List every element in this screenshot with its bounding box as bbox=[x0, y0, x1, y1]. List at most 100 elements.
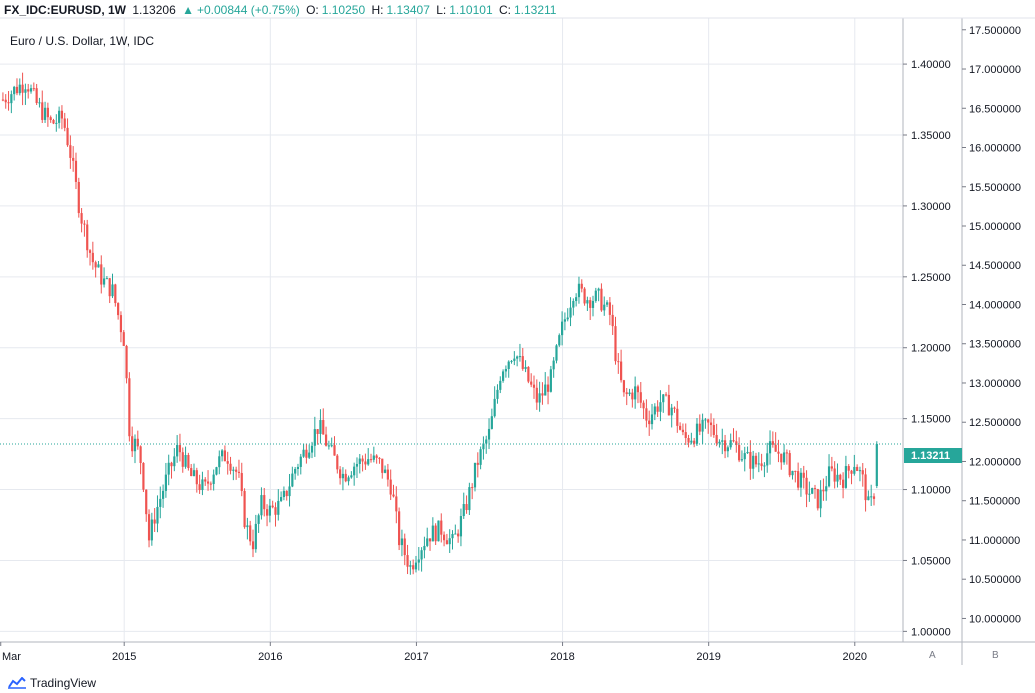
candle bbox=[288, 473, 291, 507]
candle bbox=[13, 85, 16, 101]
candle-body bbox=[417, 559, 420, 563]
candle-body bbox=[538, 393, 541, 403]
candle bbox=[830, 456, 833, 472]
low-label: L: bbox=[436, 3, 447, 17]
left-price-axis[interactable]: 1.00000 1.05000 1.10000 1.15000 1.20000 1.250… bbox=[903, 59, 951, 638]
candle bbox=[530, 373, 533, 388]
candle-body bbox=[74, 160, 78, 182]
candle bbox=[844, 455, 848, 489]
candle bbox=[41, 90, 44, 123]
candle bbox=[69, 135, 72, 169]
candle-body bbox=[251, 541, 255, 550]
candle-body bbox=[133, 438, 137, 452]
candle-body bbox=[634, 386, 637, 400]
candle bbox=[381, 458, 384, 479]
candle bbox=[718, 439, 721, 448]
candle bbox=[43, 101, 47, 123]
candle bbox=[330, 437, 333, 448]
candle bbox=[341, 467, 345, 491]
candle-body bbox=[752, 455, 755, 469]
candle bbox=[15, 78, 19, 96]
candle-body bbox=[369, 459, 373, 461]
candle bbox=[726, 445, 729, 458]
candle bbox=[395, 486, 398, 524]
candle bbox=[209, 481, 212, 491]
candle bbox=[501, 369, 505, 383]
candle-body bbox=[558, 335, 561, 346]
candle-body bbox=[403, 538, 406, 556]
candle bbox=[7, 91, 10, 111]
candle bbox=[549, 365, 552, 393]
candle-body bbox=[423, 545, 426, 551]
candle-body bbox=[383, 469, 387, 473]
candle bbox=[580, 279, 583, 293]
candle-body bbox=[327, 445, 330, 447]
candle-body bbox=[774, 444, 777, 452]
candle bbox=[117, 302, 120, 320]
symbol-name[interactable]: FX_IDC:EURUSD, 1W bbox=[4, 3, 127, 17]
candle bbox=[372, 446, 375, 463]
candle-body bbox=[580, 283, 583, 289]
candle-body bbox=[856, 466, 859, 471]
candle-body bbox=[468, 487, 471, 511]
candle-body bbox=[777, 451, 780, 454]
candle bbox=[825, 475, 828, 501]
candle bbox=[777, 439, 780, 463]
candle-body bbox=[875, 444, 878, 486]
candle bbox=[108, 277, 111, 304]
candle bbox=[516, 355, 519, 367]
time-axis[interactable]: Mar 2015 2016 2017 2018 2019 2020 bbox=[0, 642, 867, 663]
candle-body bbox=[459, 516, 463, 537]
candle-body bbox=[355, 463, 359, 467]
candle-body bbox=[698, 423, 701, 432]
right-tick-label: 15.500000 bbox=[969, 182, 1021, 194]
candle-body bbox=[535, 387, 538, 403]
candle-body bbox=[170, 462, 173, 467]
candle bbox=[4, 94, 7, 109]
scale-button-b-label[interactable]: B bbox=[992, 650, 999, 661]
candle-body bbox=[237, 471, 241, 474]
candle bbox=[524, 360, 527, 373]
last-price-label: 1.13211 bbox=[904, 448, 962, 463]
candle bbox=[648, 410, 651, 436]
candle-body bbox=[723, 440, 727, 452]
candle bbox=[431, 517, 434, 542]
candle-body bbox=[732, 440, 735, 442]
close-label: C: bbox=[498, 3, 511, 17]
right-price-axis[interactable]: 10.000000 10.500000 11.000000 11.500000 12.0… bbox=[962, 25, 1021, 626]
candle bbox=[420, 547, 423, 572]
brand-name: TradingView bbox=[30, 676, 97, 690]
candle bbox=[367, 448, 370, 466]
candle-body bbox=[631, 392, 634, 400]
candle-body bbox=[471, 487, 474, 489]
candle bbox=[24, 83, 27, 105]
candle-body bbox=[490, 416, 493, 429]
left-tick-label: 1.05000 bbox=[911, 555, 951, 567]
left-tick-label: 1.35000 bbox=[911, 130, 951, 142]
candle-body bbox=[159, 498, 162, 507]
candle bbox=[656, 400, 659, 417]
scale-button-b[interactable]: B bbox=[992, 650, 999, 661]
candle-body bbox=[853, 466, 856, 474]
candle bbox=[21, 72, 24, 106]
candle bbox=[752, 450, 755, 479]
candle-body bbox=[549, 369, 552, 392]
scale-button-a[interactable]: A bbox=[929, 650, 936, 661]
scale-button-a-label[interactable]: A bbox=[929, 650, 936, 661]
candle bbox=[128, 372, 131, 442]
candle-body bbox=[400, 538, 404, 546]
candle-body bbox=[648, 420, 651, 425]
candle-body bbox=[839, 474, 842, 480]
candle bbox=[181, 447, 184, 473]
candle bbox=[850, 469, 853, 485]
footer-brand[interactable]: TradingView bbox=[8, 676, 96, 690]
candle-body bbox=[136, 438, 139, 447]
candle bbox=[333, 436, 336, 456]
candle-body bbox=[330, 445, 333, 447]
candle-body bbox=[27, 89, 30, 92]
candle-body bbox=[650, 414, 654, 425]
candle-body bbox=[94, 262, 97, 268]
candle-body bbox=[111, 284, 114, 297]
candle bbox=[499, 376, 502, 394]
